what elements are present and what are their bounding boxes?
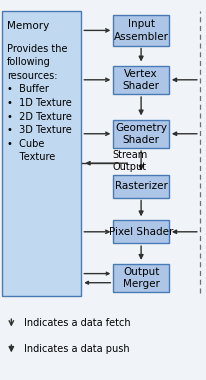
FancyBboxPatch shape	[113, 15, 169, 46]
FancyBboxPatch shape	[113, 66, 169, 94]
FancyBboxPatch shape	[113, 175, 169, 198]
FancyBboxPatch shape	[113, 220, 169, 243]
Text: Indicates a data fetch: Indicates a data fetch	[24, 318, 130, 328]
Text: Pixel Shader: Pixel Shader	[109, 227, 173, 237]
Text: Output
Merger: Output Merger	[123, 267, 160, 289]
Text: Memory: Memory	[7, 21, 49, 31]
Text: Stream
Output: Stream Output	[112, 150, 147, 171]
FancyBboxPatch shape	[113, 119, 169, 148]
Text: Indicates a data push: Indicates a data push	[24, 344, 129, 354]
Text: Rasterizer: Rasterizer	[115, 181, 167, 191]
Text: Geometry
Shader: Geometry Shader	[115, 123, 167, 145]
Text: Provides the
following
resources:
•  Buffer
•  1D Texture
•  2D Texture
•  3D Te: Provides the following resources: • Buff…	[7, 44, 72, 163]
FancyBboxPatch shape	[113, 264, 169, 293]
FancyBboxPatch shape	[2, 11, 81, 296]
Text: Input
Assembler: Input Assembler	[114, 19, 169, 41]
Text: Vertex
Shader: Vertex Shader	[123, 69, 160, 91]
